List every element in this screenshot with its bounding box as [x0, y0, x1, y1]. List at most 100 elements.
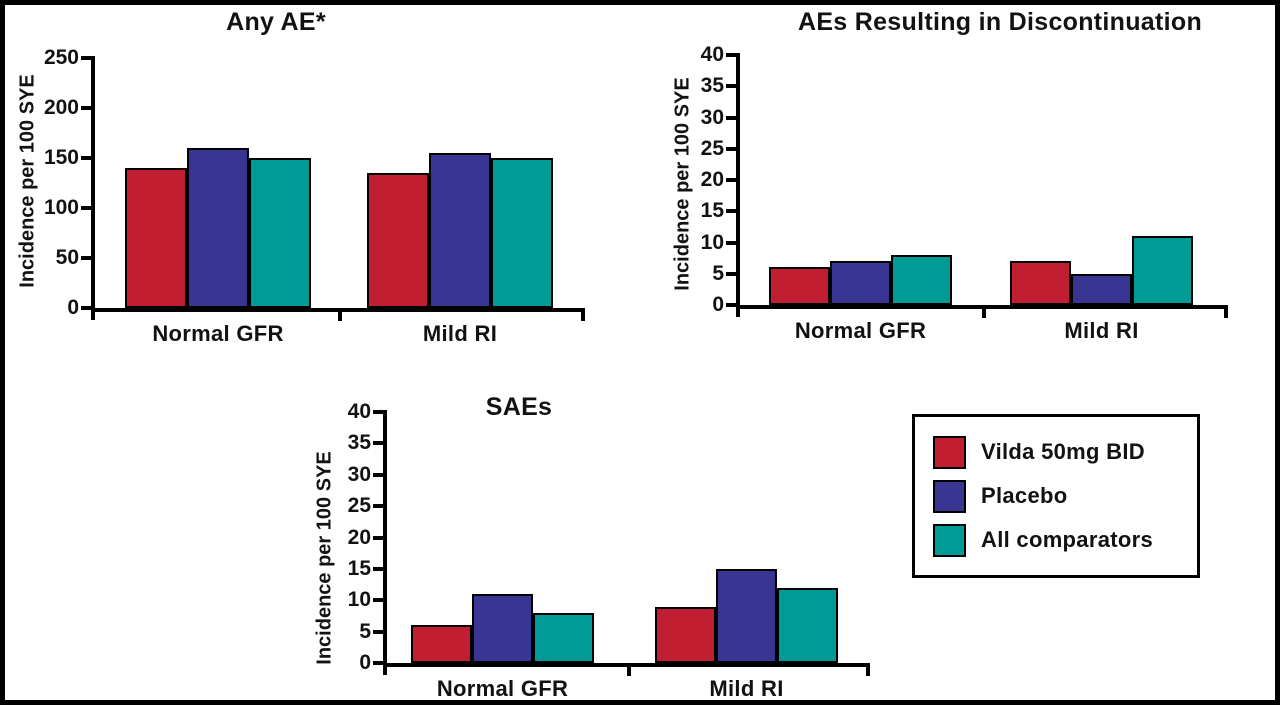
bar-placebo-mild-ri	[429, 153, 491, 308]
y-tick-mark	[81, 156, 91, 160]
y-tick-mark	[726, 271, 736, 276]
bar-placebo-normal-gfr	[187, 148, 249, 308]
bar-all-comparators-normal-gfr	[249, 158, 311, 308]
y-tick-mark	[373, 566, 383, 571]
y-tick-label: 5	[712, 261, 724, 285]
bar-vilda-50mg-bid-mild-ri	[367, 173, 429, 308]
x-axis	[736, 305, 1228, 309]
y-tick-mark	[81, 306, 91, 310]
y-tick-mark	[373, 410, 383, 414]
bar-vilda-50mg-bid-mild-ri	[1010, 261, 1071, 305]
bar-vilda-50mg-bid-normal-gfr	[769, 267, 830, 305]
bar-all-comparators-normal-gfr	[533, 613, 594, 663]
legend-label: Placebo	[981, 483, 1068, 508]
y-axis-label: Incidence per 100 SYE	[16, 74, 39, 288]
y-axis	[91, 56, 95, 320]
chart-title: AEs Resulting in Discontinuation	[797, 8, 1203, 36]
y-tick-mark	[373, 472, 383, 477]
chart-title: SAEs	[485, 393, 553, 421]
chart-title: Any AE*	[226, 8, 326, 36]
y-tick-label: 20	[700, 168, 724, 191]
y-tick-mark	[81, 256, 91, 260]
legend-label: Vilda 50mg BID	[981, 439, 1145, 464]
bar-vilda-50mg-bid-mild-ri	[655, 607, 716, 663]
y-axis-label: Incidence per 100 SYE	[313, 451, 336, 665]
y-tick-label: 40	[700, 43, 724, 66]
y-tick-label: 250	[43, 46, 79, 69]
y-tick-label: 35	[700, 74, 724, 98]
y-tick-label: 10	[347, 588, 371, 612]
y-tick-mark	[81, 106, 91, 110]
y-tick-mark	[726, 240, 736, 245]
y-tick-label: 0	[359, 651, 371, 674]
x-tick-mark	[1224, 309, 1228, 318]
y-tick-mark	[373, 629, 383, 634]
y-tick-label: 40	[347, 400, 371, 423]
bar-all-comparators-mild-ri	[1132, 236, 1193, 305]
legend-item-placebo: Placebo	[933, 479, 1197, 513]
y-tick-label: 0	[712, 293, 724, 316]
bar-vilda-50mg-bid-normal-gfr	[411, 625, 472, 663]
y-tick-label: 30	[700, 105, 724, 129]
y-tick-mark	[373, 504, 383, 509]
legend-swatch-all-comparators	[933, 523, 966, 557]
bar-placebo-normal-gfr	[472, 594, 533, 663]
x-axis	[383, 663, 870, 667]
bar-all-comparators-mild-ri	[777, 588, 838, 663]
y-tick-mark	[81, 206, 91, 210]
bar-all-comparators-normal-gfr	[891, 255, 952, 305]
bar-placebo-mild-ri	[716, 569, 777, 663]
y-tick-mark	[726, 209, 736, 214]
bar-placebo-normal-gfr	[830, 261, 891, 305]
y-tick-mark	[726, 53, 736, 57]
y-tick-mark	[726, 146, 736, 151]
category-label-mild-ri: Mild RI	[422, 321, 498, 346]
y-axis	[383, 410, 387, 675]
y-tick-mark	[373, 441, 383, 446]
y-tick-label: 0	[67, 296, 79, 319]
y-tick-label: 10	[700, 230, 724, 254]
x-tick-mark	[581, 312, 585, 321]
category-label-normal-gfr: Normal GFR	[152, 321, 284, 346]
y-tick-label: 150	[43, 146, 79, 169]
category-label-mild-ri: Mild RI	[709, 676, 784, 701]
legend-item-vilda-50mg-bid: Vilda 50mg BID	[933, 435, 1197, 469]
y-tick-mark	[373, 535, 383, 540]
x-tick-mark	[982, 309, 986, 318]
y-tick-mark	[726, 303, 736, 307]
legend-item-all-comparators: All comparators	[933, 523, 1197, 557]
y-tick-label: 5	[359, 619, 371, 643]
y-tick-mark	[373, 661, 383, 665]
y-axis-label: Incidence per 100 SYE	[671, 77, 694, 291]
bar-all-comparators-mild-ri	[491, 158, 553, 308]
y-tick-label: 25	[700, 136, 724, 160]
y-axis	[736, 53, 740, 317]
legend-swatch-placebo	[933, 479, 966, 513]
y-tick-label: 15	[700, 199, 724, 223]
y-tick-label: 25	[347, 494, 371, 518]
y-tick-mark	[373, 598, 383, 603]
x-axis	[91, 308, 585, 312]
category-label-normal-gfr: Normal GFR	[436, 676, 569, 701]
bar-placebo-mild-ri	[1071, 274, 1132, 305]
y-tick-label: 30	[347, 462, 371, 486]
category-label-normal-gfr: Normal GFR	[794, 318, 927, 343]
legend: Vilda 50mg BID Placebo All comparators	[912, 414, 1200, 578]
y-tick-label: 100	[43, 196, 79, 219]
y-tick-mark	[726, 178, 736, 182]
x-tick-mark	[626, 667, 631, 676]
legend-label: All comparators	[981, 527, 1153, 552]
y-tick-label: 35	[347, 431, 371, 455]
legend-swatch-vilda-50mg-bid	[933, 435, 966, 469]
category-label-mild-ri: Mild RI	[1064, 318, 1139, 343]
y-tick-label: 50	[55, 246, 79, 269]
y-tick-label: 20	[347, 525, 371, 549]
y-tick-label: 15	[347, 556, 371, 580]
y-tick-label: 200	[43, 96, 79, 119]
y-tick-mark	[726, 115, 736, 120]
